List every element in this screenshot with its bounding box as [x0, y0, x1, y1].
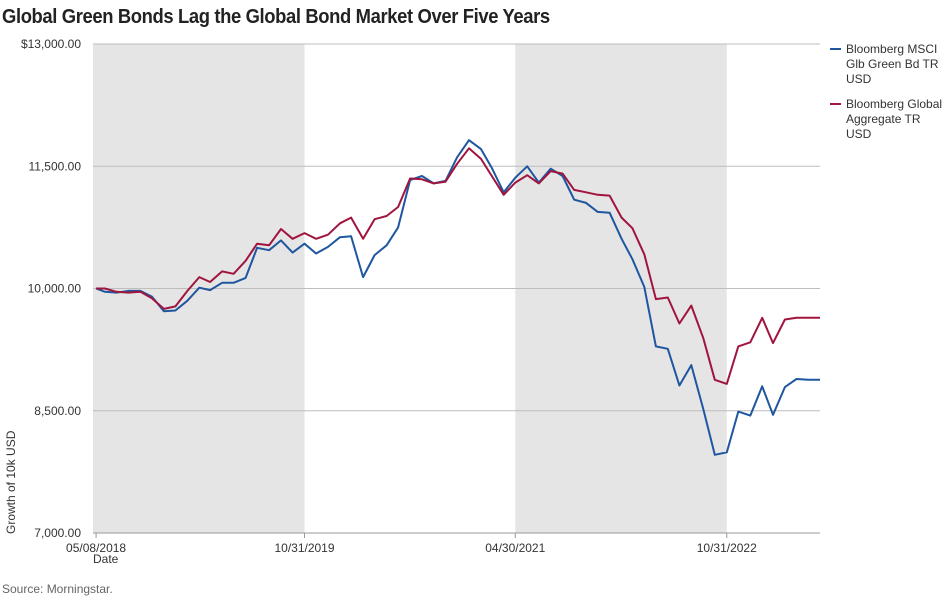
y-tick-label: 8,500.00 [34, 404, 81, 418]
source-note: Source: Morningstar. [2, 582, 113, 596]
legend-swatch-green-bond [830, 48, 841, 50]
y-axis-label: Growth of 10k USD [4, 430, 18, 534]
legend-label-aggregate: Bloomberg Global Aggregate TR USD [846, 97, 943, 141]
legend-item-green-bond: Bloomberg MSCI Glb Green Bd TR USD [828, 42, 946, 87]
x-tick-label: 10/31/2019 [274, 541, 334, 555]
chart-title: Global Green Bonds Lag the Global Bond M… [2, 6, 550, 28]
x-tick-label: 04/30/2021 [485, 541, 545, 555]
y-tick-label: 11,500.00 [29, 159, 82, 173]
legend: Bloomberg MSCI Glb Green Bd TR USD Bloom… [828, 42, 946, 152]
y-tick-label: 7,000.00 [34, 526, 81, 540]
x-axis-label: Date [93, 552, 119, 566]
series-line-green-bond [95, 139, 820, 456]
x-tick-label: 10/31/2022 [697, 541, 757, 555]
legend-label-green-bond: Bloomberg MSCI Glb Green Bd TR USD [846, 42, 939, 86]
series-line-aggregate [96, 147, 820, 385]
legend-item-aggregate: Bloomberg Global Aggregate TR USD [828, 97, 946, 142]
y-tick-label: $13,000.00 [21, 37, 81, 51]
y-tick-label: 10,000.00 [28, 282, 82, 296]
x-tick-label: 05/08/2018 [66, 541, 126, 555]
legend-swatch-aggregate [830, 103, 841, 105]
